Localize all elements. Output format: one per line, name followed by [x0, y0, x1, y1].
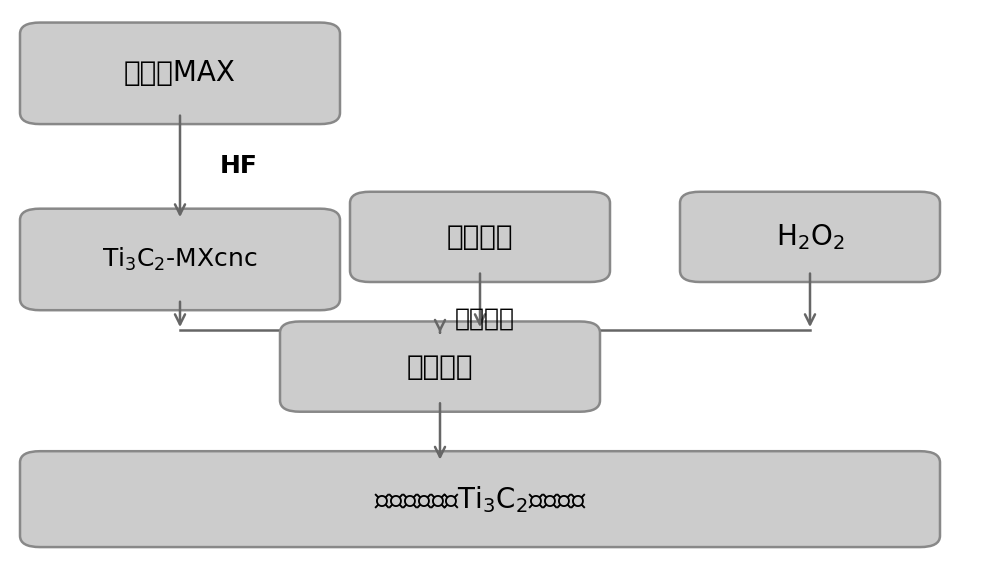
Text: 前驱体MAX: 前驱体MAX	[124, 59, 236, 87]
FancyBboxPatch shape	[350, 192, 610, 282]
Text: HF: HF	[220, 155, 258, 178]
Text: H$_{2}$O$_{2}$: H$_{2}$O$_{2}$	[776, 222, 844, 252]
FancyBboxPatch shape	[680, 192, 940, 282]
FancyBboxPatch shape	[20, 209, 340, 310]
FancyBboxPatch shape	[20, 23, 340, 124]
Text: 碱化处理后的Ti$_{3}$C$_{2}$纳米毛球: 碱化处理后的Ti$_{3}$C$_{2}$纳米毛球	[374, 484, 586, 514]
FancyBboxPatch shape	[20, 451, 940, 547]
Text: 水热反应: 水热反应	[407, 352, 473, 381]
Text: 强碱溶液: 强碱溶液	[447, 223, 513, 251]
Text: 磁力搅拌: 磁力搅拌	[455, 307, 515, 331]
Text: Ti$_{3}$C$_{2}$-MXcnc: Ti$_{3}$C$_{2}$-MXcnc	[102, 246, 258, 273]
FancyBboxPatch shape	[280, 321, 600, 412]
